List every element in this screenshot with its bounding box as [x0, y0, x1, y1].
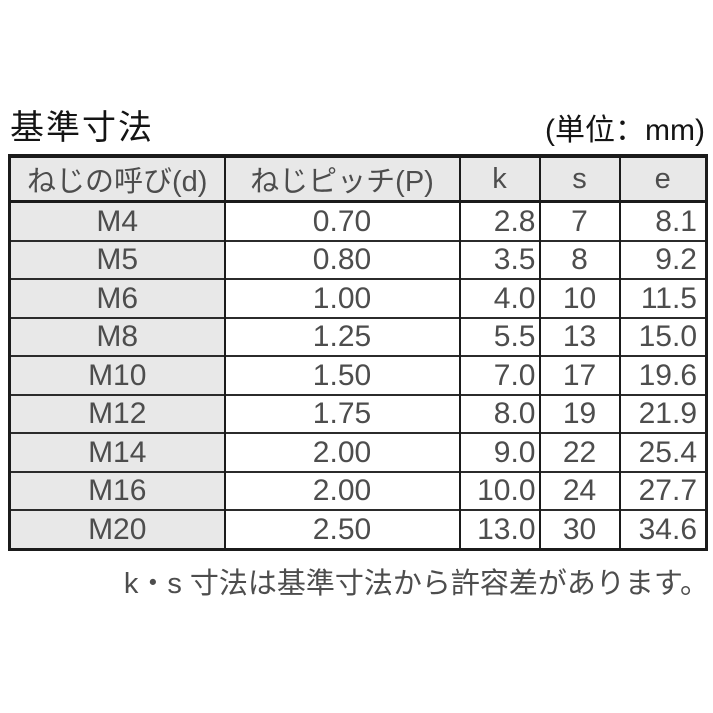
- cell-k: 7.0: [458, 355, 540, 395]
- cell-d: M12: [9, 393, 225, 434]
- table-row: M16 2.00 10.0 24 27.7: [9, 470, 707, 511]
- cell-s: 30: [538, 509, 620, 550]
- cell-s: 7: [538, 201, 620, 241]
- cell-p: 2.00: [223, 432, 460, 472]
- cell-d: M20: [9, 509, 225, 550]
- cell-k: 3.5: [458, 239, 540, 280]
- cell-s: 24: [538, 470, 620, 511]
- cell-s: 10: [538, 278, 620, 318]
- table-row: M20 2.50 13.0 30 34.6: [9, 509, 707, 550]
- cell-k: 2.8: [458, 201, 540, 241]
- cell-d: M8: [9, 316, 225, 357]
- cell-e: 25.4: [618, 432, 707, 472]
- table-row: M6 1.00 4.0 10 11.5: [9, 278, 707, 318]
- table-row: M14 2.00 9.0 22 25.4: [9, 432, 707, 472]
- cell-k: 9.0: [458, 432, 540, 472]
- cell-s: 8: [538, 239, 620, 280]
- cell-k: 13.0: [458, 509, 540, 550]
- cell-k: 5.5: [458, 316, 540, 357]
- column-header-e: e: [618, 156, 707, 204]
- cell-e: 11.5: [618, 278, 707, 318]
- cell-e: 34.6: [618, 509, 707, 550]
- table-header-row: ねじの呼び(d) ねじピッチ(P) k s e: [9, 156, 707, 204]
- cell-s: 17: [538, 355, 620, 395]
- table-row: M4 0.70 2.8 7 8.1: [9, 201, 707, 241]
- table-row: M12 1.75 8.0 19 21.9: [9, 393, 707, 434]
- column-header-thread-pitch: ねじピッチ(P): [223, 156, 460, 204]
- cell-e: 21.9: [618, 393, 707, 434]
- cell-e: 27.7: [618, 470, 707, 511]
- cell-p: 1.25: [223, 316, 460, 357]
- cell-p: 2.00: [223, 470, 460, 511]
- cell-d: M4: [9, 201, 225, 241]
- cell-e: 15.0: [618, 316, 707, 357]
- cell-p: 1.50: [223, 355, 460, 395]
- table-row: M8 1.25 5.5 13 15.0: [9, 316, 707, 357]
- cell-e: 8.1: [618, 201, 707, 241]
- cell-e: 9.2: [618, 239, 707, 280]
- unit-label: (単位：mm): [545, 114, 705, 148]
- column-header-s: s: [538, 156, 620, 204]
- cell-d: M16: [9, 470, 225, 511]
- table-header: ねじの呼び(d) ねじピッチ(P) k s e: [9, 156, 707, 204]
- cell-p: 0.70: [223, 201, 460, 241]
- cell-s: 13: [538, 316, 620, 357]
- table-caption-row: 基準寸法 (単位：mm): [10, 0, 705, 147]
- cell-d: M6: [9, 278, 225, 318]
- cell-k: 10.0: [458, 470, 540, 511]
- cell-d: M14: [9, 432, 225, 472]
- cell-d: M10: [9, 355, 225, 395]
- cell-p: 1.00: [223, 278, 460, 318]
- cell-s: 22: [538, 432, 620, 472]
- cell-p: 2.50: [223, 509, 460, 550]
- dimensions-table: ねじの呼び(d) ねじピッチ(P) k s e M4 0.70 2.8 7 8.1 M5 0…: [8, 154, 708, 551]
- cell-e: 19.6: [618, 355, 707, 395]
- cell-k: 8.0: [458, 393, 540, 434]
- table-row: M5 0.80 3.5 8 9.2: [9, 239, 707, 280]
- cell-p: 0.80: [223, 239, 460, 280]
- table-body: M4 0.70 2.8 7 8.1 M5 0.80 3.5 8 9.2 M6 1.00 4.0 10 11.…: [9, 201, 707, 550]
- cell-d: M5: [9, 239, 225, 280]
- footnote: k・s 寸法は基準寸法から許容差があります。: [123, 567, 709, 600]
- column-header-k: k: [458, 156, 540, 204]
- column-header-thread-size: ねじの呼び(d): [9, 156, 225, 204]
- cell-k: 4.0: [458, 278, 540, 318]
- cell-p: 1.75: [223, 393, 460, 434]
- page-title: 基準寸法: [10, 109, 154, 147]
- cell-s: 19: [538, 393, 620, 434]
- table-row: M10 1.50 7.0 17 19.6: [9, 355, 707, 395]
